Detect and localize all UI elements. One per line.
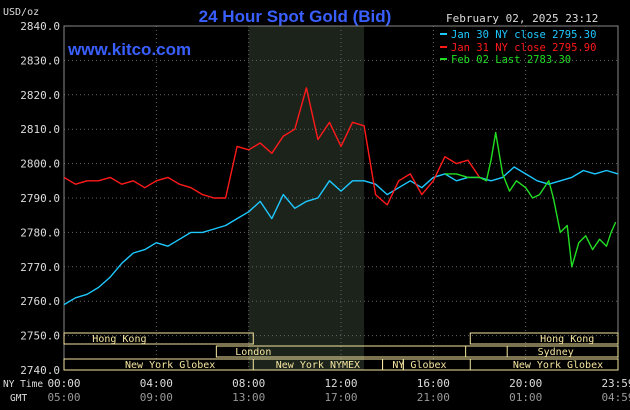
x-tick-gmt: 09:00 <box>140 391 173 404</box>
website-label[interactable]: www.kitco.com <box>67 40 191 59</box>
y-tick-label: 2770.0 <box>20 261 60 274</box>
session-shade-layer <box>248 26 365 370</box>
series-line-2 <box>444 131 617 268</box>
market-box <box>469 332 619 345</box>
x-tick-gmt: 13:00 <box>232 391 265 404</box>
y-tick-label: 2740.0 <box>20 364 60 377</box>
y-tick-label: 2750.0 <box>20 330 60 343</box>
legend-feb02: Feb 02 Last 2783.30 <box>451 54 571 66</box>
x-tick-ny: 08:00 <box>232 377 265 390</box>
y-tick-label: 2780.0 <box>20 226 60 239</box>
x-tick-ny: 04:00 <box>140 377 173 390</box>
x-tick-gmt: 01:00 <box>509 391 542 404</box>
market-box <box>63 332 254 345</box>
y-tick-label: 2830.0 <box>20 54 60 67</box>
y-tick-labels: 2740.0 2750.0 2760.0 2770.0 2780.0 2790.0 2800… <box>20 20 60 377</box>
y-tick-label: 2810.0 <box>20 123 60 136</box>
legend: Jan 30 NY close 2795.30 Jan 31 NY close … <box>440 29 596 66</box>
legend-jan31: Jan 31 NY close 2795.90 <box>451 42 596 54</box>
y-tick-label: 2820.0 <box>20 89 60 102</box>
x-tick-ny: 12:00 <box>324 377 357 390</box>
x-tick-ny: 16:00 <box>417 377 450 390</box>
x-tick-gmt: 17:00 <box>324 391 357 404</box>
unit-label: USD/oz <box>3 7 39 18</box>
x-tick-ny: 00:00 <box>47 377 80 390</box>
market-label: NY Globex <box>392 360 446 371</box>
market-hours-layer: Hong Kong London New York Globex New York N… <box>63 332 619 371</box>
y-tick-label: 2760.0 <box>20 295 60 308</box>
market-label: Hong Kong <box>540 334 594 345</box>
chart-title: 24 Hour Spot Gold (Bid) <box>199 7 392 26</box>
market-label: New York NYMEX <box>276 360 360 371</box>
series-line-1 <box>63 87 481 206</box>
datetime-label: February 02, 2025 23:12 <box>446 12 598 25</box>
x-tick-labels: 00:00 04:00 08:00 12:00 16:00 20:00 23:59 05:00… <box>47 377 630 404</box>
session-shade <box>248 26 365 370</box>
x-tick-ny: 23:59 <box>601 377 630 390</box>
legend-jan30: Jan 30 NY close 2795.30 <box>451 29 596 41</box>
market-box <box>215 345 508 358</box>
series-layer <box>63 87 619 306</box>
series-line-0 <box>63 166 619 306</box>
market-label: New York Globex <box>513 360 603 371</box>
market-label: London <box>235 347 271 358</box>
ny-time-label: NY Time <box>3 379 43 390</box>
market-box <box>465 345 619 358</box>
x-tick-gmt: 05:00 <box>47 391 80 404</box>
x-tick-ny: 20:00 <box>509 377 542 390</box>
gmt-label: GMT <box>10 393 27 404</box>
y-tick-label: 2790.0 <box>20 192 60 205</box>
market-label: Hong Kong <box>92 334 146 345</box>
y-tick-label: 2840.0 <box>20 20 60 33</box>
market-box <box>402 358 619 371</box>
x-tick-gmt: 21:00 <box>417 391 450 404</box>
x-tick-gmt: 04:59 <box>601 391 630 404</box>
market-label: New York Globex <box>125 360 215 371</box>
market-label: Sydney <box>538 347 574 358</box>
y-tick-label: 2800.0 <box>20 158 60 171</box>
